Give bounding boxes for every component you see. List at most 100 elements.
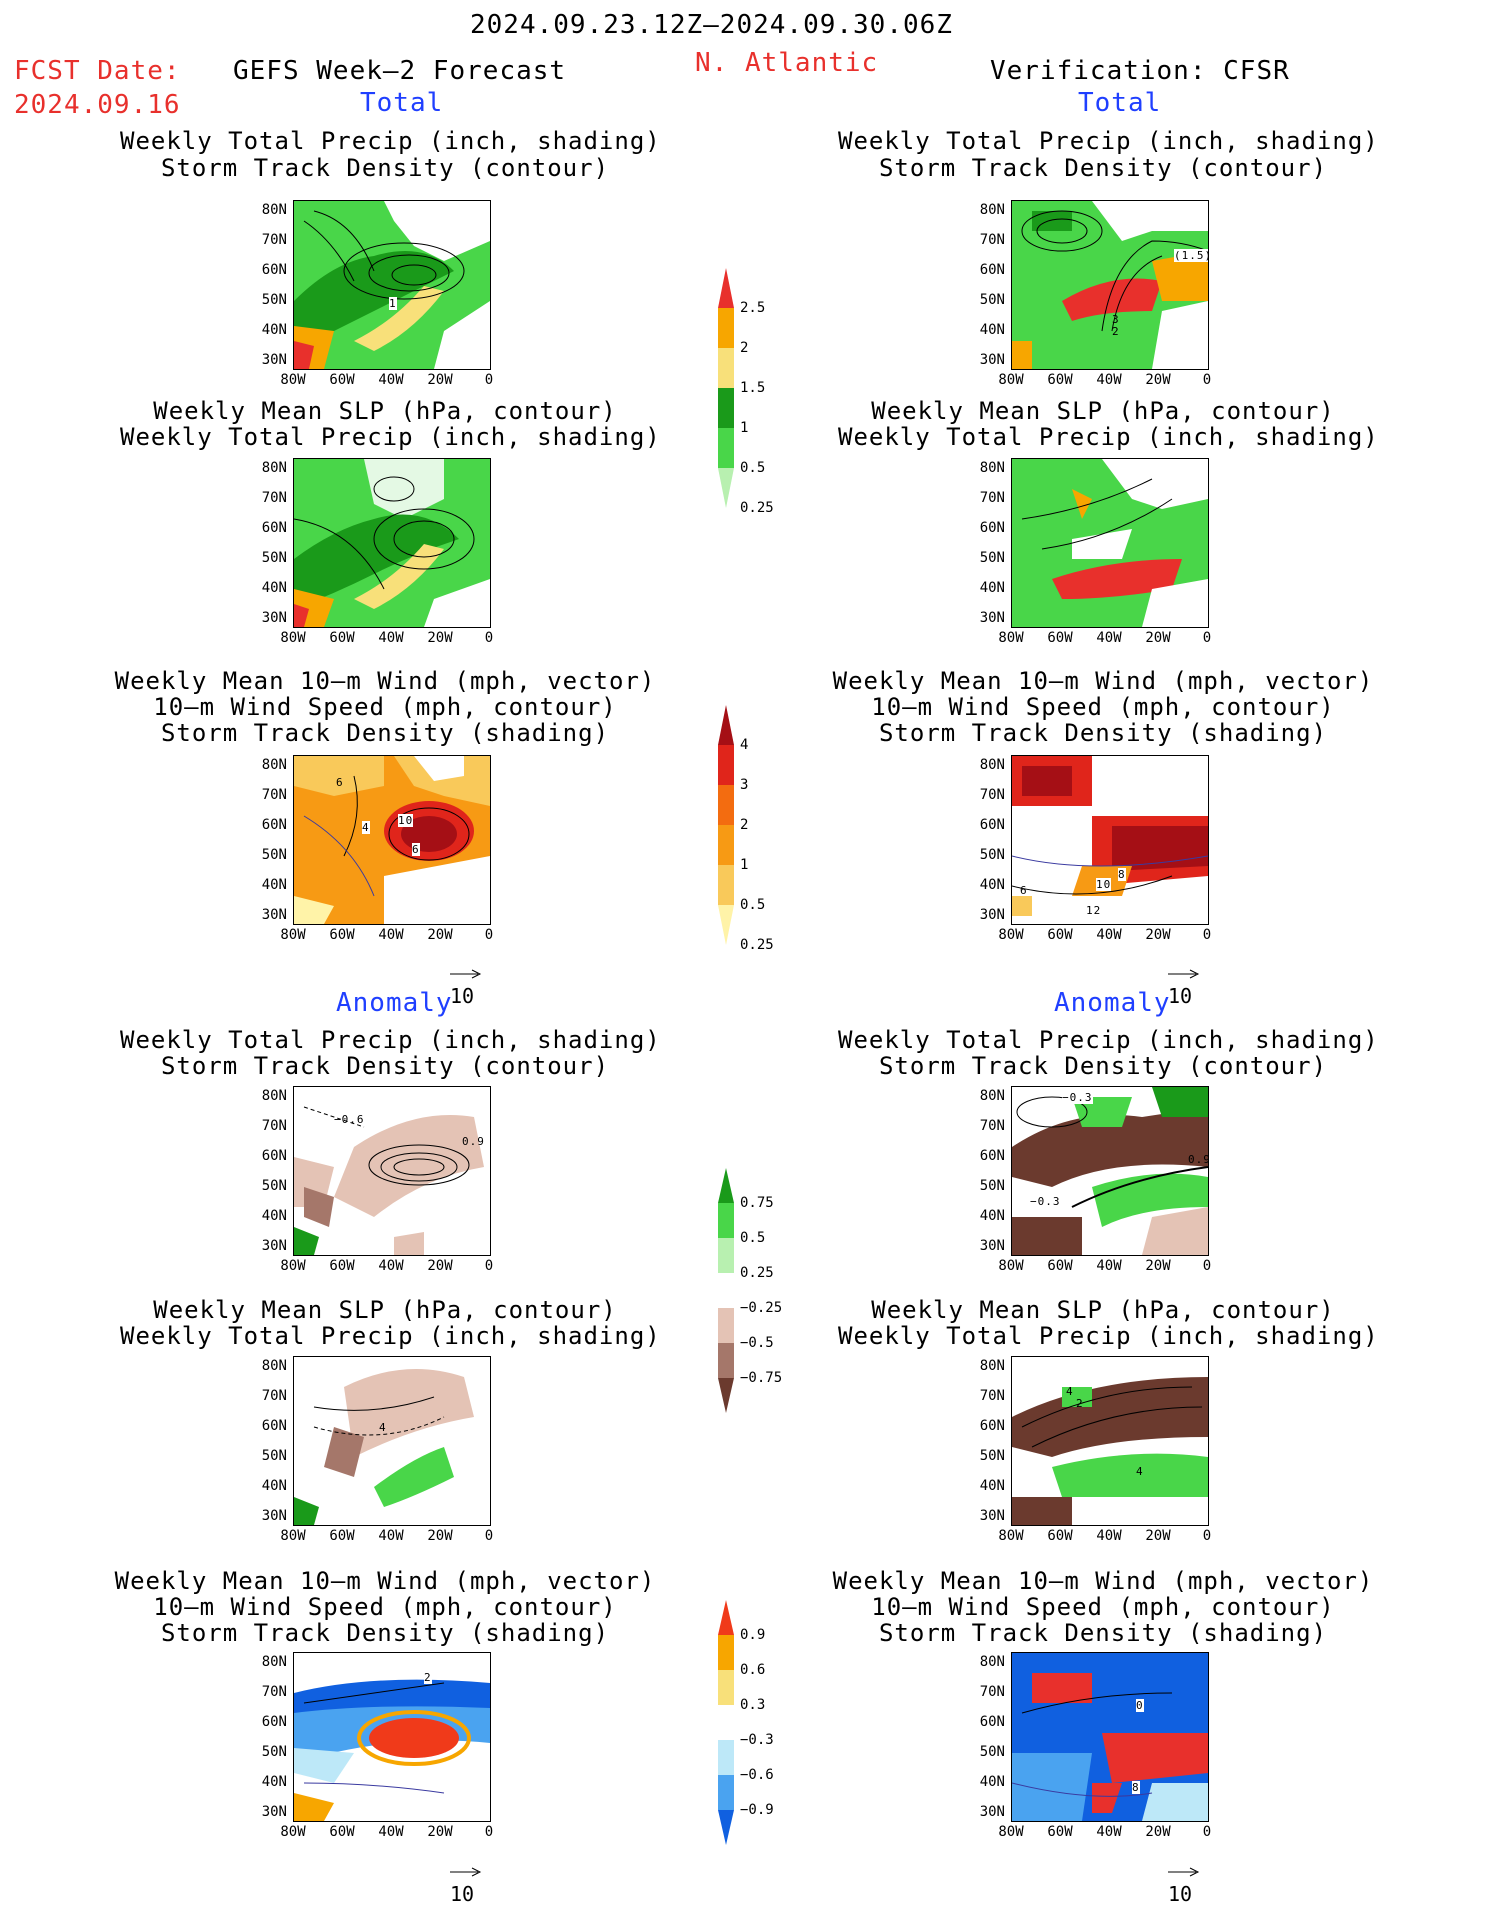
title-fc-r6-l1: Weekly Mean 10–m Wind (mph, vector): [114, 1567, 656, 1595]
lon-tick-label: 20W: [1145, 630, 1171, 646]
contour-label: 0: [1136, 1699, 1144, 1712]
colorbar-label: 0.25: [740, 500, 774, 516]
colorbar-segment: [718, 825, 734, 865]
title-fc-r4-l1: Weekly Total Precip (inch, shading): [120, 1026, 661, 1054]
section-anomaly-right: Anomaly: [1054, 988, 1171, 1018]
lon-tick-label: 60W: [329, 630, 355, 646]
vector-ref-fc-total: 10: [450, 960, 482, 1008]
lon-tick-label: 80W: [280, 1528, 306, 1544]
lon-tick-label: 20W: [427, 1528, 453, 1544]
lon-tick-label: 60W: [1047, 927, 1073, 943]
region-title: N. Atlantic: [695, 48, 879, 78]
lon-tick-label: 80W: [998, 1528, 1024, 1544]
colorbar-label: 1.5: [740, 380, 766, 396]
colorbar-segment: [718, 1203, 734, 1238]
lon-tick-label: 0: [1202, 372, 1212, 388]
title-ver-r6-l1: Weekly Mean 10–m Wind (mph, vector): [832, 1567, 1374, 1595]
lat-tick-label: 40N: [979, 580, 1005, 596]
colorbar-segment: [718, 745, 734, 785]
lat-tick-label: 60N: [979, 520, 1005, 536]
title-ver-r5-l1: Weekly Mean SLP (hPa, contour): [871, 1296, 1335, 1324]
title-fc-r6-l2: 10–m Wind Speed (mph, contour): [153, 1593, 617, 1621]
lat-tick-label: 70N: [979, 232, 1005, 248]
lat-tick-label: 40N: [261, 1208, 287, 1224]
colorbar-label: 2: [740, 340, 749, 356]
vector-ref-ver-total: 10: [1168, 960, 1200, 1008]
lat-tick-label: 40N: [979, 1208, 1005, 1224]
lon-tick-label: 0: [1202, 1528, 1212, 1544]
lat-tick-label: 30N: [261, 1238, 287, 1254]
vector-ref-value: 10: [450, 984, 475, 1008]
lon-tick-label: 20W: [427, 372, 453, 388]
vector-ref-fc-anom: 10: [450, 1858, 482, 1906]
lat-tick-label: 30N: [261, 907, 287, 923]
map-ver-anom-precip-track: −0.3 −0.3 0.9: [1011, 1086, 1209, 1256]
lon-tick-label: 40W: [378, 1824, 404, 1840]
lon-tick-label: 60W: [1047, 1258, 1073, 1274]
lat-tick-label: 30N: [979, 610, 1005, 626]
colorbar-segment: [718, 1273, 734, 1308]
lon-tick-label: 60W: [329, 927, 355, 943]
lon-tick-label: 60W: [1047, 372, 1073, 388]
vector-arrow-icon: [1168, 969, 1200, 979]
lat-tick-label: 80N: [261, 1654, 287, 1670]
lat-tick-label: 30N: [979, 352, 1005, 368]
lon-tick-label: 40W: [1096, 1258, 1122, 1274]
title-ver-r3-l1: Weekly Mean 10–m Wind (mph, vector): [832, 667, 1374, 695]
lon-tick-label: 0: [484, 372, 494, 388]
colorbar-label: −0.5: [740, 1335, 774, 1351]
lon-tick-label: 80W: [280, 630, 306, 646]
lon-tick-label: 0: [1202, 927, 1212, 943]
lat-tick-label: 60N: [979, 817, 1005, 833]
title-ver-r1-l1: Weekly Total Precip (inch, shading): [838, 127, 1379, 155]
lon-tick-label: 0: [484, 1528, 494, 1544]
colorbar-segment: [718, 348, 734, 388]
lat-tick-label: 50N: [261, 1448, 287, 1464]
lon-tick-label: 60W: [1047, 1528, 1073, 1544]
colorbar-label: 0.5: [740, 897, 766, 913]
lat-tick-label: 70N: [261, 232, 287, 248]
colorbar-segment: [718, 1775, 734, 1810]
lat-tick-label: 40N: [261, 1478, 287, 1494]
section-anomaly-left: Anomaly: [336, 988, 453, 1018]
lon-tick-label: 40W: [1096, 1824, 1122, 1840]
colorbar-segment: [718, 865, 734, 905]
vector-ref-ver-anom: 10: [1168, 1858, 1200, 1906]
lon-tick-label: 40W: [378, 927, 404, 943]
map-ver-anom-slp-precip: 4 2 4: [1011, 1356, 1209, 1526]
title-ver-r5-l2: Weekly Total Precip (inch, shading): [838, 1322, 1379, 1350]
colorbar-segment: [718, 308, 734, 348]
lon-tick-label: 40W: [378, 1528, 404, 1544]
lat-tick-label: 60N: [979, 262, 1005, 278]
title-ver-r6-l2: 10–m Wind Speed (mph, contour): [871, 1593, 1335, 1621]
colorbar-top-arrow: [718, 268, 734, 308]
map-ver-anom-wind-track: 0 8: [1011, 1652, 1209, 1822]
vector-ref-value: 10: [450, 1882, 475, 1906]
title-ver-r3-l3: Storm Track Density (shading): [878, 719, 1328, 747]
contour-label: 4: [362, 821, 370, 834]
colorbar-bottom-arrow: [718, 1378, 734, 1413]
section-total-right: Total: [1078, 88, 1162, 118]
lon-tick-label: 40W: [378, 630, 404, 646]
lat-tick-label: 70N: [979, 490, 1005, 506]
lon-tick-label: 0: [1202, 1258, 1212, 1274]
colorbar-bottom-arrow: [718, 905, 734, 945]
colorbar-segment: [718, 1670, 734, 1705]
lat-tick-label: 80N: [979, 202, 1005, 218]
colorbar-label: −0.25: [740, 1300, 783, 1316]
title-fc-r3-l1: Weekly Mean 10–m Wind (mph, vector): [114, 667, 656, 695]
contour-label: 0.9: [1188, 1153, 1209, 1166]
lat-tick-label: 30N: [261, 352, 287, 368]
map-fc-anom-precip-track: −0.6 0.9: [293, 1086, 491, 1256]
lon-tick-label: 0: [484, 630, 494, 646]
lat-tick-label: 70N: [261, 1684, 287, 1700]
lon-tick-label: 60W: [329, 1258, 355, 1274]
map-fc-total-slp-precip: [293, 458, 491, 628]
lat-tick-label: 70N: [979, 1388, 1005, 1404]
lat-tick-label: 40N: [979, 877, 1005, 893]
lat-tick-label: 60N: [261, 1714, 287, 1730]
colorbar-track_total: [718, 705, 734, 945]
colorbar-label: −0.6: [740, 1767, 774, 1783]
map-fc-total-precip-track: 1: [293, 200, 491, 370]
lon-tick-label: 20W: [1145, 1258, 1171, 1274]
